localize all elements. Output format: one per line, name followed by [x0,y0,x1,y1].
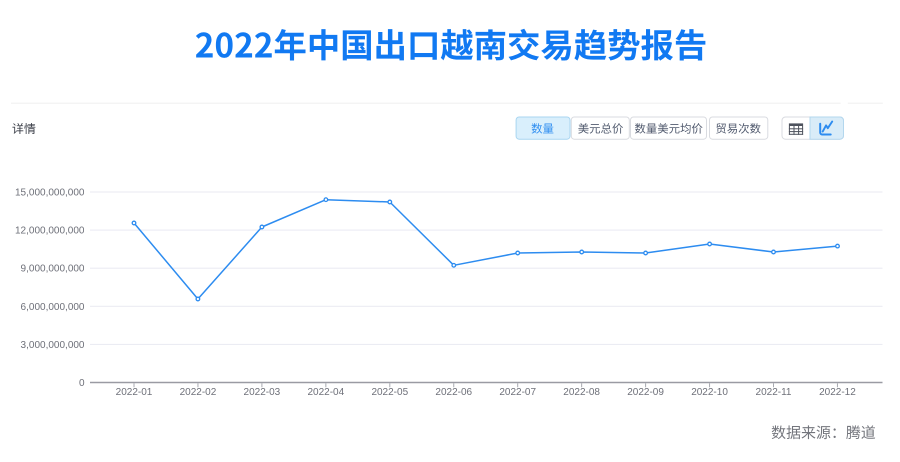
svg-text:2022-07: 2022-07 [499,387,536,398]
svg-text:2022-11: 2022-11 [756,387,792,398]
svg-text:12,000,000,000: 12,000,000,000 [15,226,85,237]
svg-text:3,000,000,000: 3,000,000,000 [21,340,85,351]
svg-text:2022-04: 2022-04 [307,387,344,398]
svg-text:2022-09: 2022-09 [627,387,664,398]
svg-text:2022-02: 2022-02 [180,387,217,398]
svg-text:6,000,000,000: 6,000,000,000 [21,302,85,313]
svg-text:0: 0 [79,378,85,389]
svg-text:9,000,000,000: 9,000,000,000 [21,264,85,275]
svg-text:15,000,000,000: 15,000,000,000 [15,188,85,199]
svg-text:2022-12: 2022-12 [819,387,856,398]
svg-text:2022-10: 2022-10 [691,387,728,398]
svg-text:2022-06: 2022-06 [435,387,472,398]
svg-text:2022-08: 2022-08 [563,387,600,398]
svg-text:2022-05: 2022-05 [371,387,408,398]
svg-text:2022-03: 2022-03 [244,387,281,398]
svg-text:2022-01: 2022-01 [116,387,153,398]
